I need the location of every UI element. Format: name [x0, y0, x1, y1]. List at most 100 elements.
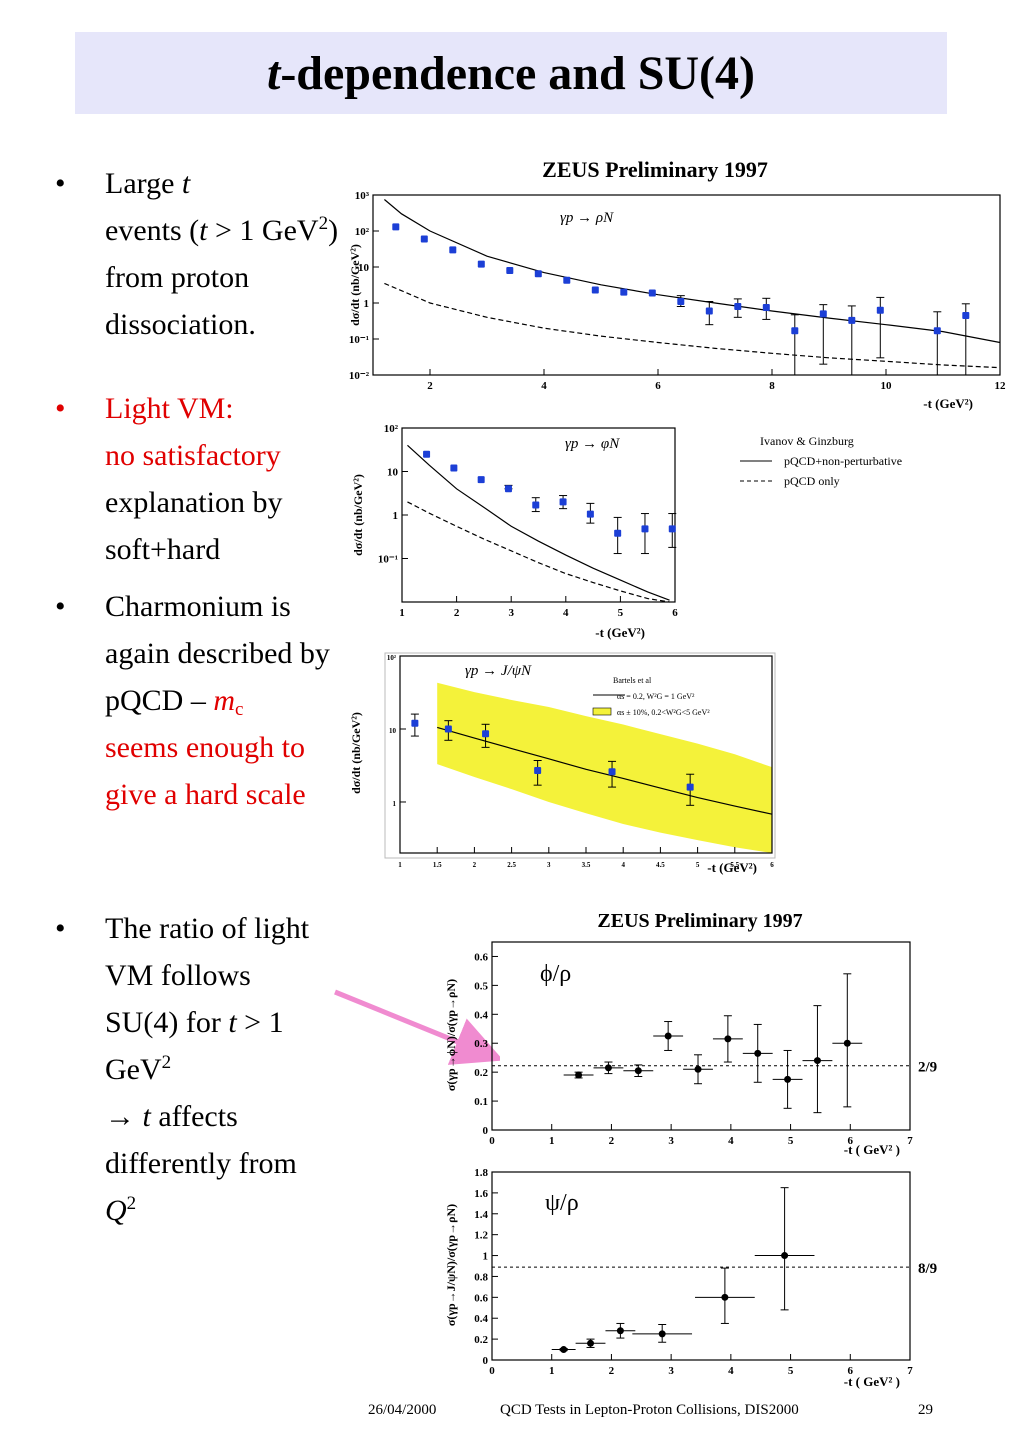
bullet-text: explanation by soft+hard: [105, 486, 283, 566]
x-tick-label: 5.5: [730, 861, 739, 869]
y-axis-label: σ(γp→J/ψN)/σ(γp→ρN): [444, 1204, 458, 1326]
data-point: [813, 1057, 821, 1065]
bullet-text: events (: [105, 214, 200, 247]
x-tick-label: 5: [788, 1135, 794, 1147]
title-italic-t: t: [266, 46, 281, 100]
data-point: [482, 730, 490, 738]
y-tick-label: 0.4: [474, 1009, 488, 1021]
data-point: [591, 286, 599, 294]
x-tick-label: 3: [547, 861, 551, 869]
x-tick-label: 6: [672, 607, 678, 619]
x-tick-label: 2: [473, 861, 477, 869]
y-tick-label: 1: [364, 298, 370, 310]
legend-entry: pQCD+non-perturbative: [784, 454, 902, 468]
chart-title: ZEUS Preliminary 1997: [597, 910, 802, 932]
chart-jpsi: 1 1.5 2 2.5 3 3.5 4 4.5 5 5.5 6 1 10 10² γp → J/ψN -t (…: [349, 652, 776, 875]
x-tick-label: 5: [696, 861, 700, 869]
bullet-text: > 1 GeV: [207, 214, 319, 247]
data-point: [694, 1065, 702, 1073]
data-point: [819, 310, 827, 318]
bullet-text: Light VM:: [105, 392, 234, 425]
x-axis-label: -t ( GeV² ): [844, 1142, 900, 1157]
x-tick-label: 10: [881, 380, 893, 392]
title-rest: -dependence and SU(4): [280, 46, 756, 100]
data-point: [559, 498, 567, 506]
data-point: [506, 266, 514, 274]
bullet-italic: Q: [105, 1194, 127, 1227]
data-point: [532, 501, 540, 509]
bullet-text: > 1 GeV: [105, 1006, 284, 1086]
legend-swatch: [592, 707, 612, 716]
x-tick-label: 2: [454, 607, 460, 619]
curve-solid: [437, 726, 773, 815]
y-tick-label: 1.8: [474, 1167, 488, 1179]
bullet-sub: c: [235, 699, 244, 720]
plot-frame: [491, 941, 911, 1131]
data-point: [648, 289, 656, 297]
chart-phi: 1 2 3 4 5 6 10⁻¹ 1 10 10² γp → φN -t (GeV²) dσ/dt (n…: [351, 423, 902, 640]
bullet-text: ) from proton dissociation.: [105, 214, 339, 341]
y-axis-label: dσ/dt (nb/GeV²): [348, 244, 362, 326]
x-tick-label: 1: [549, 1135, 555, 1147]
data-point: [449, 246, 457, 254]
x-tick-label: 5: [618, 607, 624, 619]
data-point: [392, 223, 400, 231]
x-tick-label: 7: [907, 1135, 913, 1147]
x-tick-label: 2: [427, 380, 433, 392]
data-point: [411, 719, 419, 727]
x-tick-label: 7: [907, 1365, 913, 1377]
page-title: t-dependence and SU(4): [267, 46, 755, 101]
y-tick-label: 1.2: [474, 1230, 488, 1242]
data-point: [634, 1067, 642, 1075]
reference-label: 8/9: [918, 1261, 937, 1277]
x-tick-label: 3: [508, 607, 514, 619]
y-tick-label: 0.1: [474, 1096, 488, 1108]
footer-page-number: 29: [918, 1402, 933, 1418]
y-axis-label: σ(γp→ϕN)/σ(γp→ρN): [444, 979, 458, 1091]
bullet-italic: t: [181, 167, 191, 200]
x-tick-label: 6: [848, 1365, 854, 1377]
data-point: [668, 525, 676, 533]
x-tick-label: 4.5: [656, 861, 665, 869]
x-tick-label: 2: [609, 1365, 615, 1377]
data-point: [876, 306, 884, 314]
bullet-sup: 2: [126, 1193, 137, 1214]
y-tick-label: 10²: [355, 226, 370, 238]
data-point: [664, 1032, 672, 1040]
data-point: [604, 1064, 612, 1072]
data-point: [420, 235, 428, 243]
y-tick-label: 1.4: [474, 1209, 488, 1221]
bullet-italic: t: [199, 214, 208, 247]
plot-frame: [491, 1171, 911, 1361]
bullet-dot: •: [55, 912, 66, 945]
data-point: [534, 766, 542, 774]
y-tick-label: 0.5: [474, 980, 488, 992]
footer-date: 26/04/2000: [368, 1402, 437, 1418]
y-tick-label: 1: [393, 510, 399, 522]
data-point: [658, 1330, 666, 1338]
reference-label: 2/9: [918, 1060, 937, 1076]
data-point: [962, 311, 970, 319]
y-tick-label: 1: [483, 1251, 489, 1263]
x-tick-label: 3: [668, 1365, 674, 1377]
x-axis-label: -t ( GeV² ): [844, 1374, 900, 1389]
x-tick-label: 0: [489, 1365, 495, 1377]
data-point: [534, 270, 542, 278]
bullet-text: no satisfactory: [105, 439, 281, 472]
legend-title: Bartels et al: [613, 676, 652, 685]
chart-phi-rho: 0 1 2 3 4 5 6 7 0 0.1 0.2 0.3 0.4 0.5 0.6 2/9 ZEUS Preli…: [444, 910, 937, 1157]
x-axis-label: -t (GeV²): [923, 396, 973, 411]
x-tick-label: 4: [728, 1135, 734, 1147]
footer-conference: QCD Tests in Lepton-Proton Collisions, D…: [500, 1402, 799, 1418]
y-tick-label: 10: [389, 727, 397, 735]
x-tick-label: 4: [621, 861, 625, 869]
data-point: [784, 1075, 792, 1083]
y-tick-label: 10³: [355, 190, 370, 202]
x-tick-label: 1: [399, 607, 405, 619]
x-tick-label: 4: [541, 380, 547, 392]
data-point: [843, 1039, 851, 1047]
plot-frame: [372, 194, 1001, 376]
outer-frame: [384, 652, 776, 859]
process-label: γp → ρN: [560, 210, 614, 226]
y-tick-label: 10: [387, 467, 399, 479]
